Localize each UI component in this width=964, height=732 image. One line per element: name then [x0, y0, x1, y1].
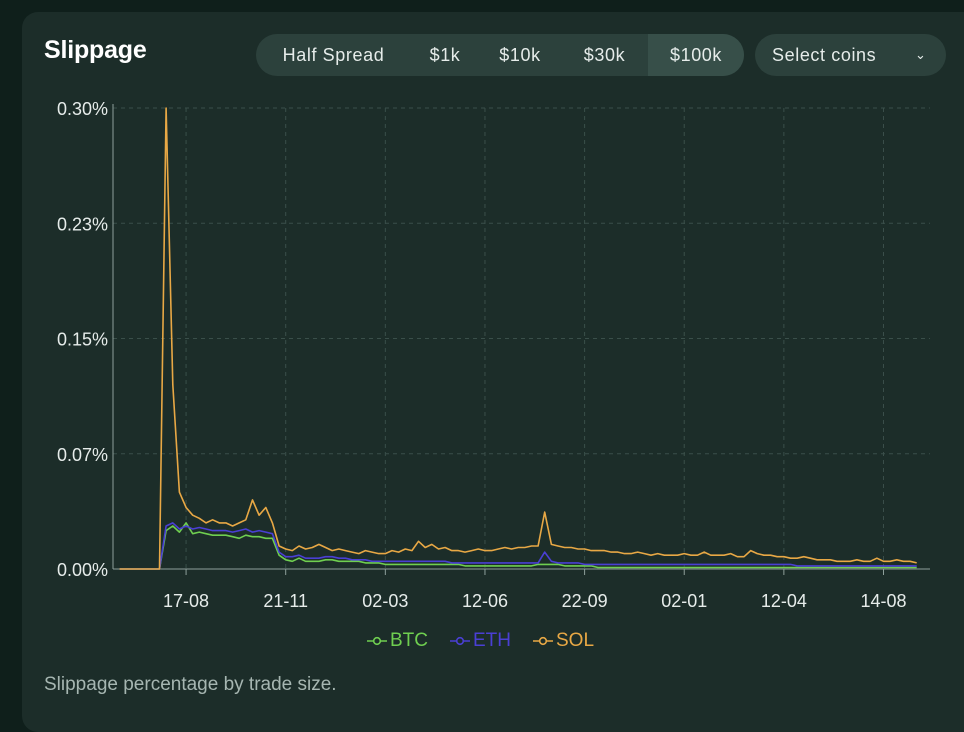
chart-series	[119, 107, 917, 570]
chart-legend: BTC ETH SOL	[0, 628, 964, 654]
legend-btc-label: BTC	[390, 630, 428, 651]
series-line-sol	[119, 107, 917, 570]
y-tick-label: 0.00%	[57, 560, 108, 580]
x-tick-label: 12-06	[462, 591, 508, 611]
x-tick-label: 14-08	[860, 591, 906, 611]
legend-sol-marker	[533, 636, 553, 646]
legend-eth-label: ETH	[473, 630, 511, 651]
legend-btc-marker	[367, 636, 387, 646]
select-coins-label: Select coins	[772, 45, 877, 65]
x-tick-label: 02-01	[661, 591, 707, 611]
y-tick-label: 0.15%	[57, 330, 108, 350]
x-tick-label: 22-09	[562, 591, 608, 611]
tab-1k[interactable]: $1k	[429, 45, 461, 65]
chart-axes	[112, 104, 930, 575]
chevron-down-icon: ⌄	[915, 47, 927, 62]
tab-half-spread[interactable]: Half Spread	[282, 45, 385, 65]
x-tick-label: 12-04	[761, 591, 807, 611]
trade-size-tabs: Half Spread $1k $10k $30k $100k	[256, 34, 744, 76]
tab-10k[interactable]: $10k	[499, 45, 541, 65]
slippage-card	[22, 12, 964, 732]
legend-sol-label: SOL	[556, 630, 595, 651]
y-tick-label: 0.07%	[57, 445, 108, 465]
x-tick-label: 17-08	[163, 591, 209, 611]
series-line-btc	[119, 522, 917, 570]
y-tick-label: 0.30%	[57, 99, 108, 119]
chart-caption: Slippage percentage by trade size.	[44, 674, 337, 695]
y-tick-label: 0.23%	[57, 214, 108, 234]
y-axis-ticks: 0.00% 0.07% 0.15% 0.23% 0.30%	[57, 99, 108, 580]
chart-grid	[113, 107, 930, 569]
tab-30k[interactable]: $30k	[583, 45, 626, 65]
chart-title: Slippage	[44, 36, 147, 64]
select-coins-dropdown[interactable]: Select coins ⌄	[755, 34, 946, 76]
series-line-eth	[119, 522, 917, 570]
x-tick-label: 02-03	[362, 591, 408, 611]
legend-eth-marker	[450, 636, 470, 646]
x-axis-ticks: 17-08 21-11 02-03 12-06 22-09 02-01 12-04 14-08	[163, 591, 906, 611]
tab-100k[interactable]: $100k	[648, 34, 744, 76]
x-tick-label: 21-11	[263, 591, 308, 611]
